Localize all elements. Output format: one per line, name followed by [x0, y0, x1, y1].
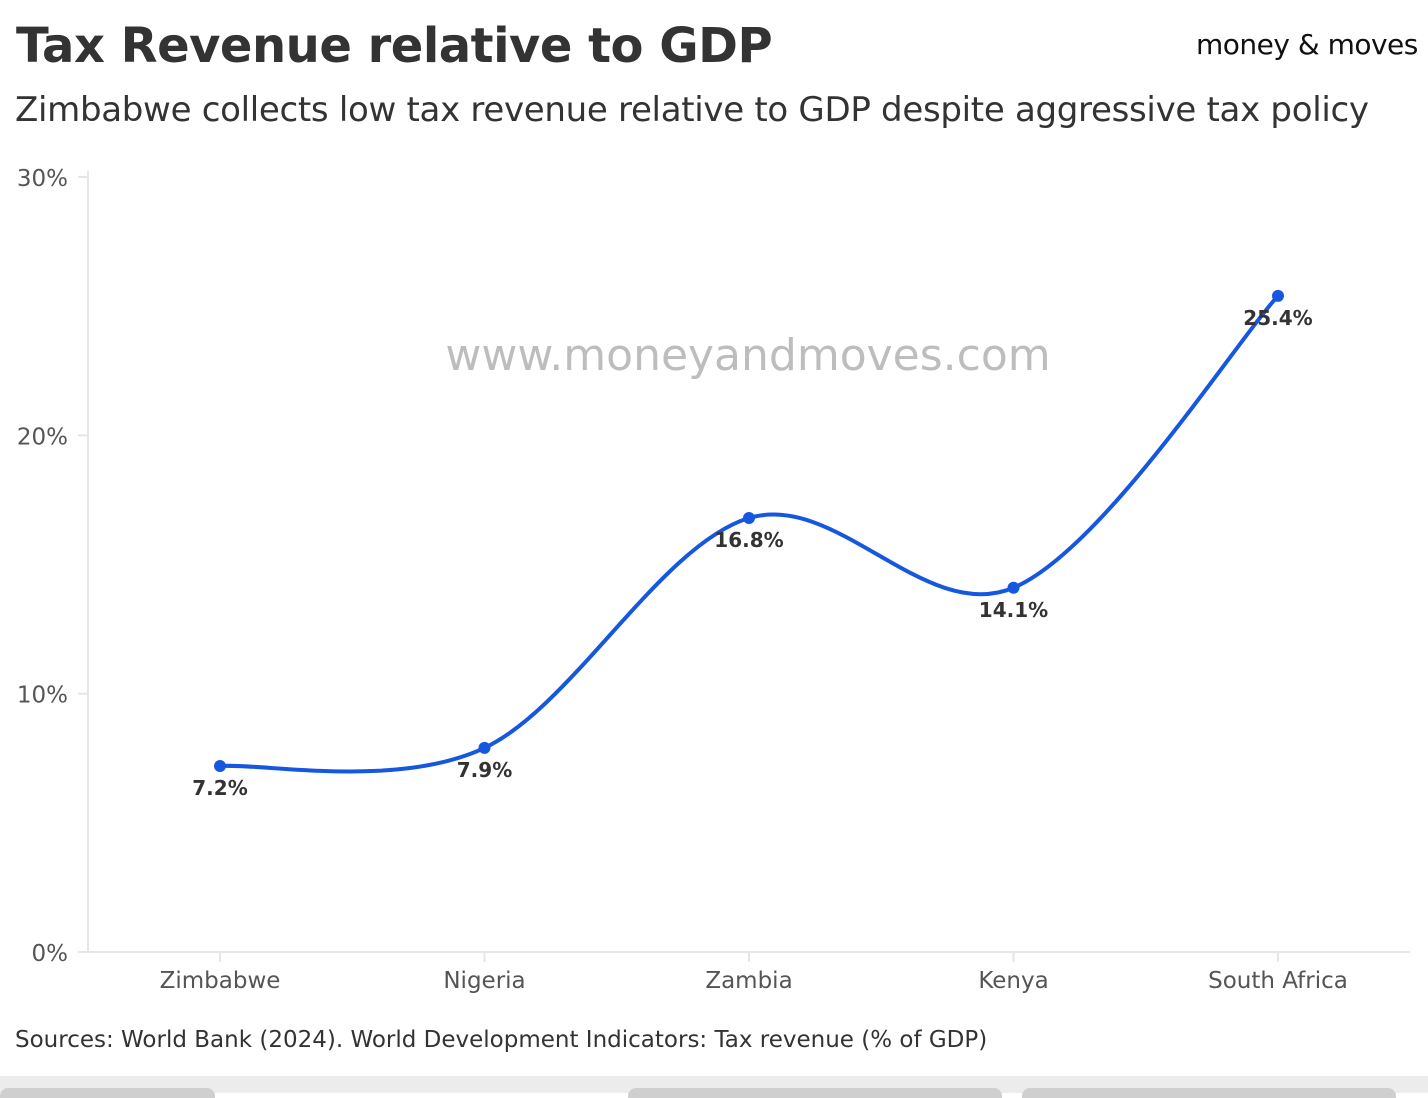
- x-tick-label: Zimbabwe: [160, 968, 281, 994]
- x-tick-label: Kenya: [978, 968, 1048, 994]
- data-point: [1007, 581, 1020, 594]
- bottom-tab[interactable]: [0, 1088, 215, 1098]
- data-point: [478, 741, 491, 754]
- data-label: 25.4%: [1243, 306, 1312, 330]
- line-chart: www.moneyandmoves.com 0% 10% 20% 30% Zimbabw…: [17, 166, 1410, 994]
- source-note: Sources: World Bank (2024). World Develo…: [15, 1027, 988, 1053]
- y-tick-label: 20%: [17, 424, 68, 450]
- y-tick-label: 30%: [17, 166, 68, 192]
- data-label: 7.9%: [457, 758, 512, 782]
- x-tick-label: South Africa: [1208, 968, 1348, 994]
- series-line: [219, 294, 1280, 774]
- bottom-tab[interactable]: [628, 1088, 1002, 1098]
- chart-title: Tax Revenue relative to GDP: [16, 18, 773, 74]
- watermark: www.moneyandmoves.com: [445, 330, 1050, 381]
- data-label: 14.1%: [979, 598, 1048, 622]
- x-tick-label: Nigeria: [443, 968, 525, 994]
- x-tick-label: Zambia: [705, 968, 792, 994]
- data-label: 7.2%: [192, 776, 247, 800]
- data-point: [1272, 289, 1284, 302]
- data-point: [214, 760, 226, 772]
- data-point: [743, 512, 755, 524]
- y-tick-label: 0%: [32, 941, 69, 967]
- bottom-tab[interactable]: [1022, 1088, 1396, 1098]
- data-label: 16.8%: [714, 528, 783, 552]
- chart-subtitle: Zimbabwe collects low tax revenue relati…: [15, 90, 1369, 130]
- brand-logo: money & moves: [1196, 28, 1418, 61]
- y-tick-label: 10%: [17, 683, 68, 709]
